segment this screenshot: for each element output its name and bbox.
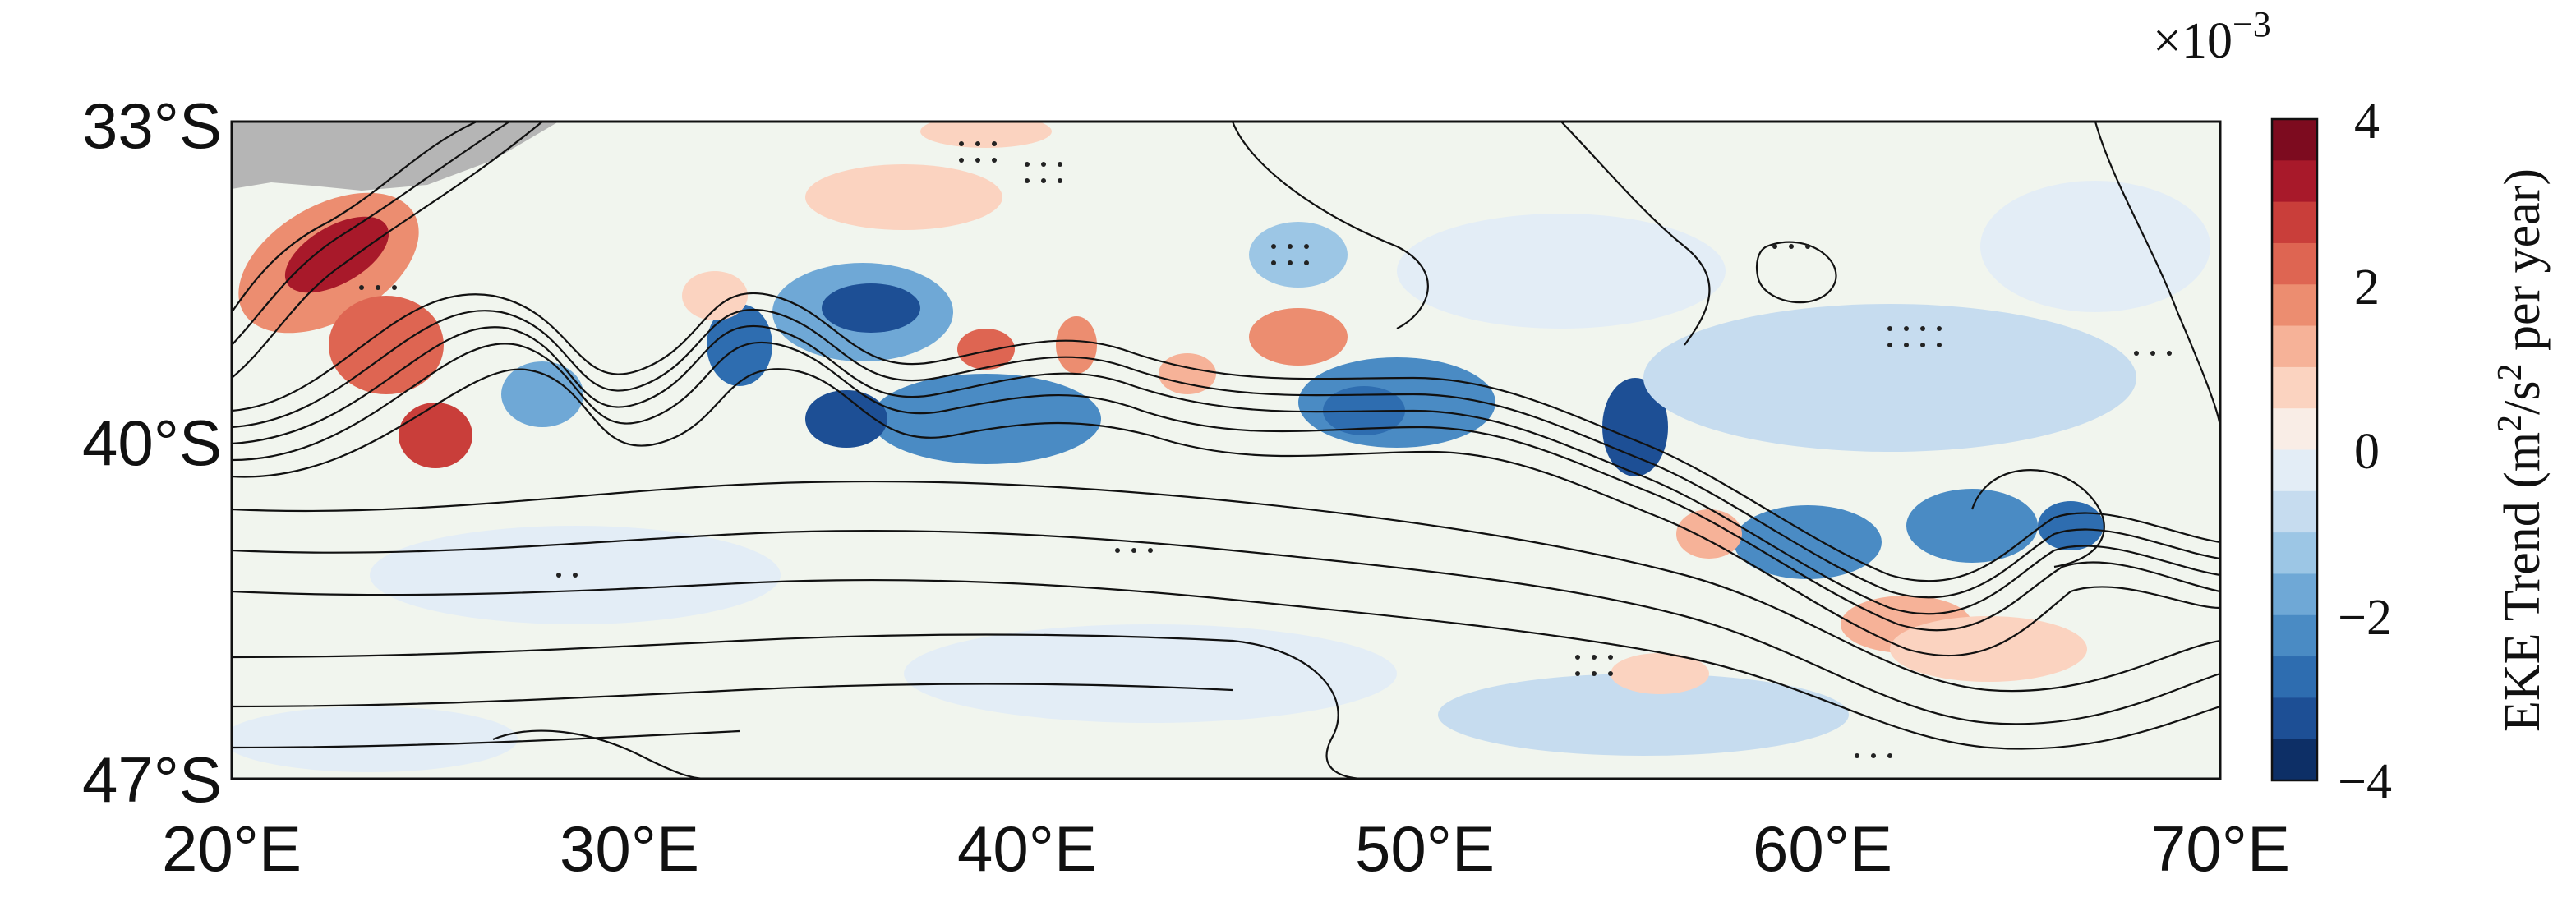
- y-axis-labels: 33°S 40°S 47°S: [82, 90, 222, 816]
- x-tick-label: 20°E: [162, 812, 302, 885]
- x-tick-label: 50°E: [1355, 812, 1495, 885]
- colorbar-segment: [2272, 119, 2317, 161]
- positive-trend-patches: [238, 122, 2087, 694]
- colorbar-segment: [2272, 449, 2317, 492]
- colorbar-tick-label: 4: [2354, 94, 2380, 150]
- colorbar-segment: [2272, 614, 2317, 657]
- significance-stipple: [359, 141, 2172, 758]
- colorbar-tick-label: 0: [2354, 424, 2380, 480]
- colorbar: ×10−3 4 2 0 −2 −4 EKE Trend (m2/s2 per y…: [2153, 4, 2551, 810]
- colorbar-segment: [2272, 573, 2317, 616]
- x-tick-label: 40°E: [957, 812, 1097, 885]
- colorbar-tick-label: −2: [2338, 590, 2392, 646]
- colorbar-segment: [2272, 284, 2317, 327]
- colorbar-frame: [2270, 117, 2319, 782]
- x-tick-label: 70°E: [2150, 812, 2290, 885]
- y-tick-label: 40°S: [82, 407, 222, 479]
- colorbar-segment: [2272, 490, 2317, 533]
- colorbar-segment: [2272, 201, 2317, 244]
- x-tick-label: 60°E: [1753, 812, 1892, 885]
- colorbar-segment: [2272, 325, 2317, 368]
- colorbar-multiplier: ×10−3: [2153, 4, 2271, 69]
- y-tick-label: 47°S: [82, 743, 222, 816]
- x-axis-labels: 20°E 30°E 40°E 50°E 60°E 70°E: [162, 812, 2290, 885]
- y-tick-label: 33°S: [82, 90, 222, 162]
- contour-lines: [232, 122, 2220, 779]
- colorbar-segment: [2272, 242, 2317, 285]
- x-tick-label: 30°E: [560, 812, 699, 885]
- colorbar-segment: [2272, 160, 2317, 203]
- colorbar-segment: [2272, 408, 2317, 451]
- colorbar-segments: [2272, 119, 2317, 781]
- colorbar-tick-label: −4: [2338, 754, 2392, 810]
- colorbar-segment: [2272, 532, 2317, 575]
- colorbar-tick-label: 2: [2354, 260, 2380, 315]
- colorbar-title: EKE Trend (m2/s2 per year): [2491, 168, 2551, 732]
- negative-trend-patches: [232, 181, 2210, 772]
- colorbar-segment: [2272, 739, 2317, 781]
- colorbar-segment: [2272, 656, 2317, 698]
- map-frame: [230, 120, 2222, 780]
- colorbar-segment: [2272, 697, 2317, 740]
- land-africa: [232, 122, 559, 191]
- colorbar-segment: [2272, 366, 2317, 409]
- map-panel: [230, 120, 2222, 780]
